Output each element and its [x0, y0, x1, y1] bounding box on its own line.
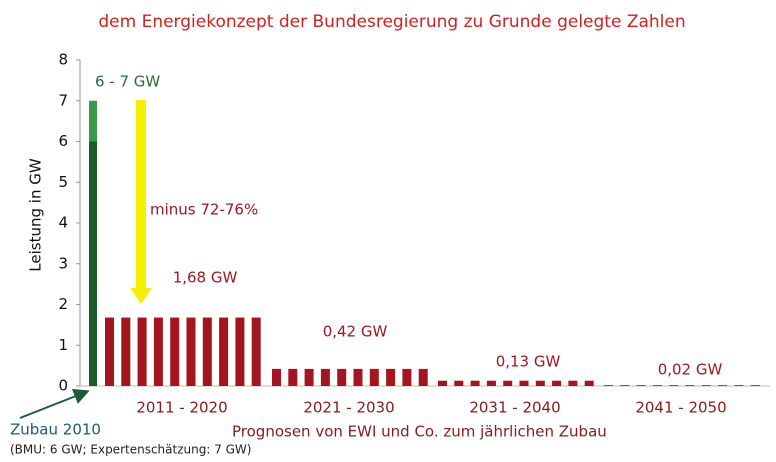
- bar: [386, 368, 396, 386]
- y-axis-label: Leistung in GW: [27, 158, 45, 272]
- bar: [320, 368, 330, 386]
- bar: [105, 317, 114, 386]
- value-label: 0,42 GW: [323, 323, 388, 341]
- bar-2010: [89, 100, 97, 142]
- bar: [669, 385, 679, 386]
- bar: [438, 380, 447, 386]
- bar: [652, 385, 662, 386]
- bar: [620, 385, 630, 386]
- bar: [685, 385, 695, 386]
- bar: [186, 317, 196, 386]
- value-label: 1,68 GW: [173, 269, 238, 287]
- arrow-label: minus 72-76%: [150, 201, 258, 219]
- y-tick-label: 8: [58, 51, 68, 69]
- bar: [604, 385, 613, 386]
- subtitle: dem Energiekonzept der Bundesregierung z…: [98, 12, 685, 32]
- bar: [288, 368, 298, 386]
- bar: [202, 317, 212, 386]
- bar: [568, 380, 578, 386]
- bar: [153, 317, 163, 386]
- value-label: 6 - 7 GW: [95, 73, 160, 91]
- bar: [718, 385, 728, 386]
- y-tick-label: 5: [58, 173, 68, 191]
- x-label: Zubau 2010: [10, 421, 101, 439]
- bar: [486, 380, 496, 386]
- y-tick-label: 7: [58, 91, 68, 109]
- bar: [219, 317, 229, 386]
- bar: [636, 385, 646, 386]
- bar: [734, 385, 744, 386]
- bar: [454, 380, 464, 386]
- annotation-arrow: [19, 388, 90, 419]
- bar: [369, 368, 379, 386]
- value-label: 0,02 GW: [658, 361, 723, 379]
- bar: [418, 368, 428, 386]
- y-tick-label: 1: [58, 336, 68, 354]
- y-tick-label: 0: [58, 377, 68, 395]
- bar: [701, 385, 711, 386]
- bar: [503, 380, 513, 386]
- y-tick-label: 6: [58, 132, 68, 150]
- bar: [272, 368, 281, 386]
- bar: [137, 317, 147, 386]
- bar: [251, 317, 261, 386]
- bar: [353, 368, 363, 386]
- bar: [470, 380, 480, 386]
- bar: [235, 317, 245, 386]
- bar: [519, 380, 529, 386]
- bar: [584, 380, 594, 386]
- bar: [170, 317, 180, 386]
- bar: [552, 380, 562, 386]
- group-label: 2031 - 2040: [469, 399, 560, 417]
- bar-2010: [89, 141, 97, 386]
- decline-arrow: [130, 100, 152, 304]
- bar: [337, 368, 347, 386]
- bar: [304, 368, 314, 386]
- bar: [535, 380, 545, 386]
- value-label: 0,13 GW: [496, 353, 561, 371]
- bar: [402, 368, 412, 386]
- bar: [750, 385, 760, 386]
- group-label: 2041 - 2050: [635, 399, 726, 417]
- bar: [121, 317, 131, 386]
- group-label: 2011 - 2020: [136, 399, 227, 417]
- footer: Prognosen von EWI und Co. zum jährlichen…: [232, 423, 607, 441]
- note: (BMU: 6 GW; Expertenschätzung: 7 GW): [10, 443, 251, 457]
- y-tick-label: 3: [58, 254, 68, 272]
- y-tick-label: 4: [58, 214, 68, 232]
- group-label: 2021 - 2030: [303, 399, 394, 417]
- y-tick-label: 2: [58, 295, 68, 313]
